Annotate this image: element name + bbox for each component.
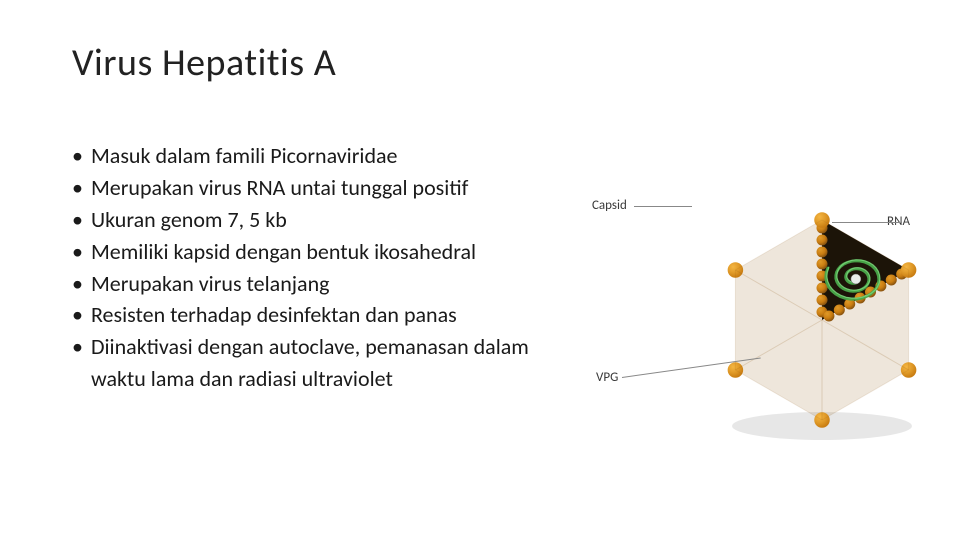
bullet-text: Merupakan virus RNA untai tunggal positi… [91,172,582,204]
bullet-dot-icon: • [72,331,83,363]
bullet-dot-icon: • [72,140,83,172]
content-row: •Masuk dalam famili Picornaviridae•Merup… [72,140,900,450]
bullet-item: •Memiliki kapsid dengan bentuk ikosahedr… [72,236,582,268]
label-capsid: Capsid [592,198,627,213]
bullet-dot-icon: • [72,299,83,331]
bullet-item: •Merupakan virus telanjang [72,268,582,300]
label-rna-line [832,222,902,223]
bullet-dot-icon: • [72,268,83,300]
bullet-item: •Merupakan virus RNA untai tunggal posit… [72,172,582,204]
bullet-text: Resisten terhadap desinfektan dan panas [91,299,582,331]
bullet-item: •Ukuran genom 7, 5 kb [72,204,582,236]
bullet-list: •Masuk dalam famili Picornaviridae•Merup… [72,140,582,395]
bullet-dot-icon: • [72,236,83,268]
bullet-item: •Resisten terhadap desinfektan dan panas [72,299,582,331]
slide-title: Virus Hepatitis A [72,40,900,86]
bullet-dot-icon: • [72,204,83,236]
slide: Virus Hepatitis A •Masuk dalam famili Pi… [0,0,960,540]
bullet-text: Masuk dalam famili Picornaviridae [91,140,582,172]
label-vpg: VPG [596,370,618,385]
virus-figure: Capsid RNA VPG [582,170,900,450]
bullet-text: Ukuran genom 7, 5 kb [91,204,582,236]
bullet-item: •Masuk dalam famili Picornaviridae [72,140,582,172]
bullet-text: Diinaktivasi dengan autoclave, pemanasan… [91,331,582,395]
virus-diagram [642,180,960,460]
bullet-text: Memiliki kapsid dengan bentuk ikosahedra… [91,236,582,268]
label-capsid-line [634,206,692,207]
bullet-item: •Diinaktivasi dengan autoclave, pemanasa… [72,331,582,395]
bullet-text: Merupakan virus telanjang [91,268,582,300]
bullet-dot-icon: • [72,172,83,204]
